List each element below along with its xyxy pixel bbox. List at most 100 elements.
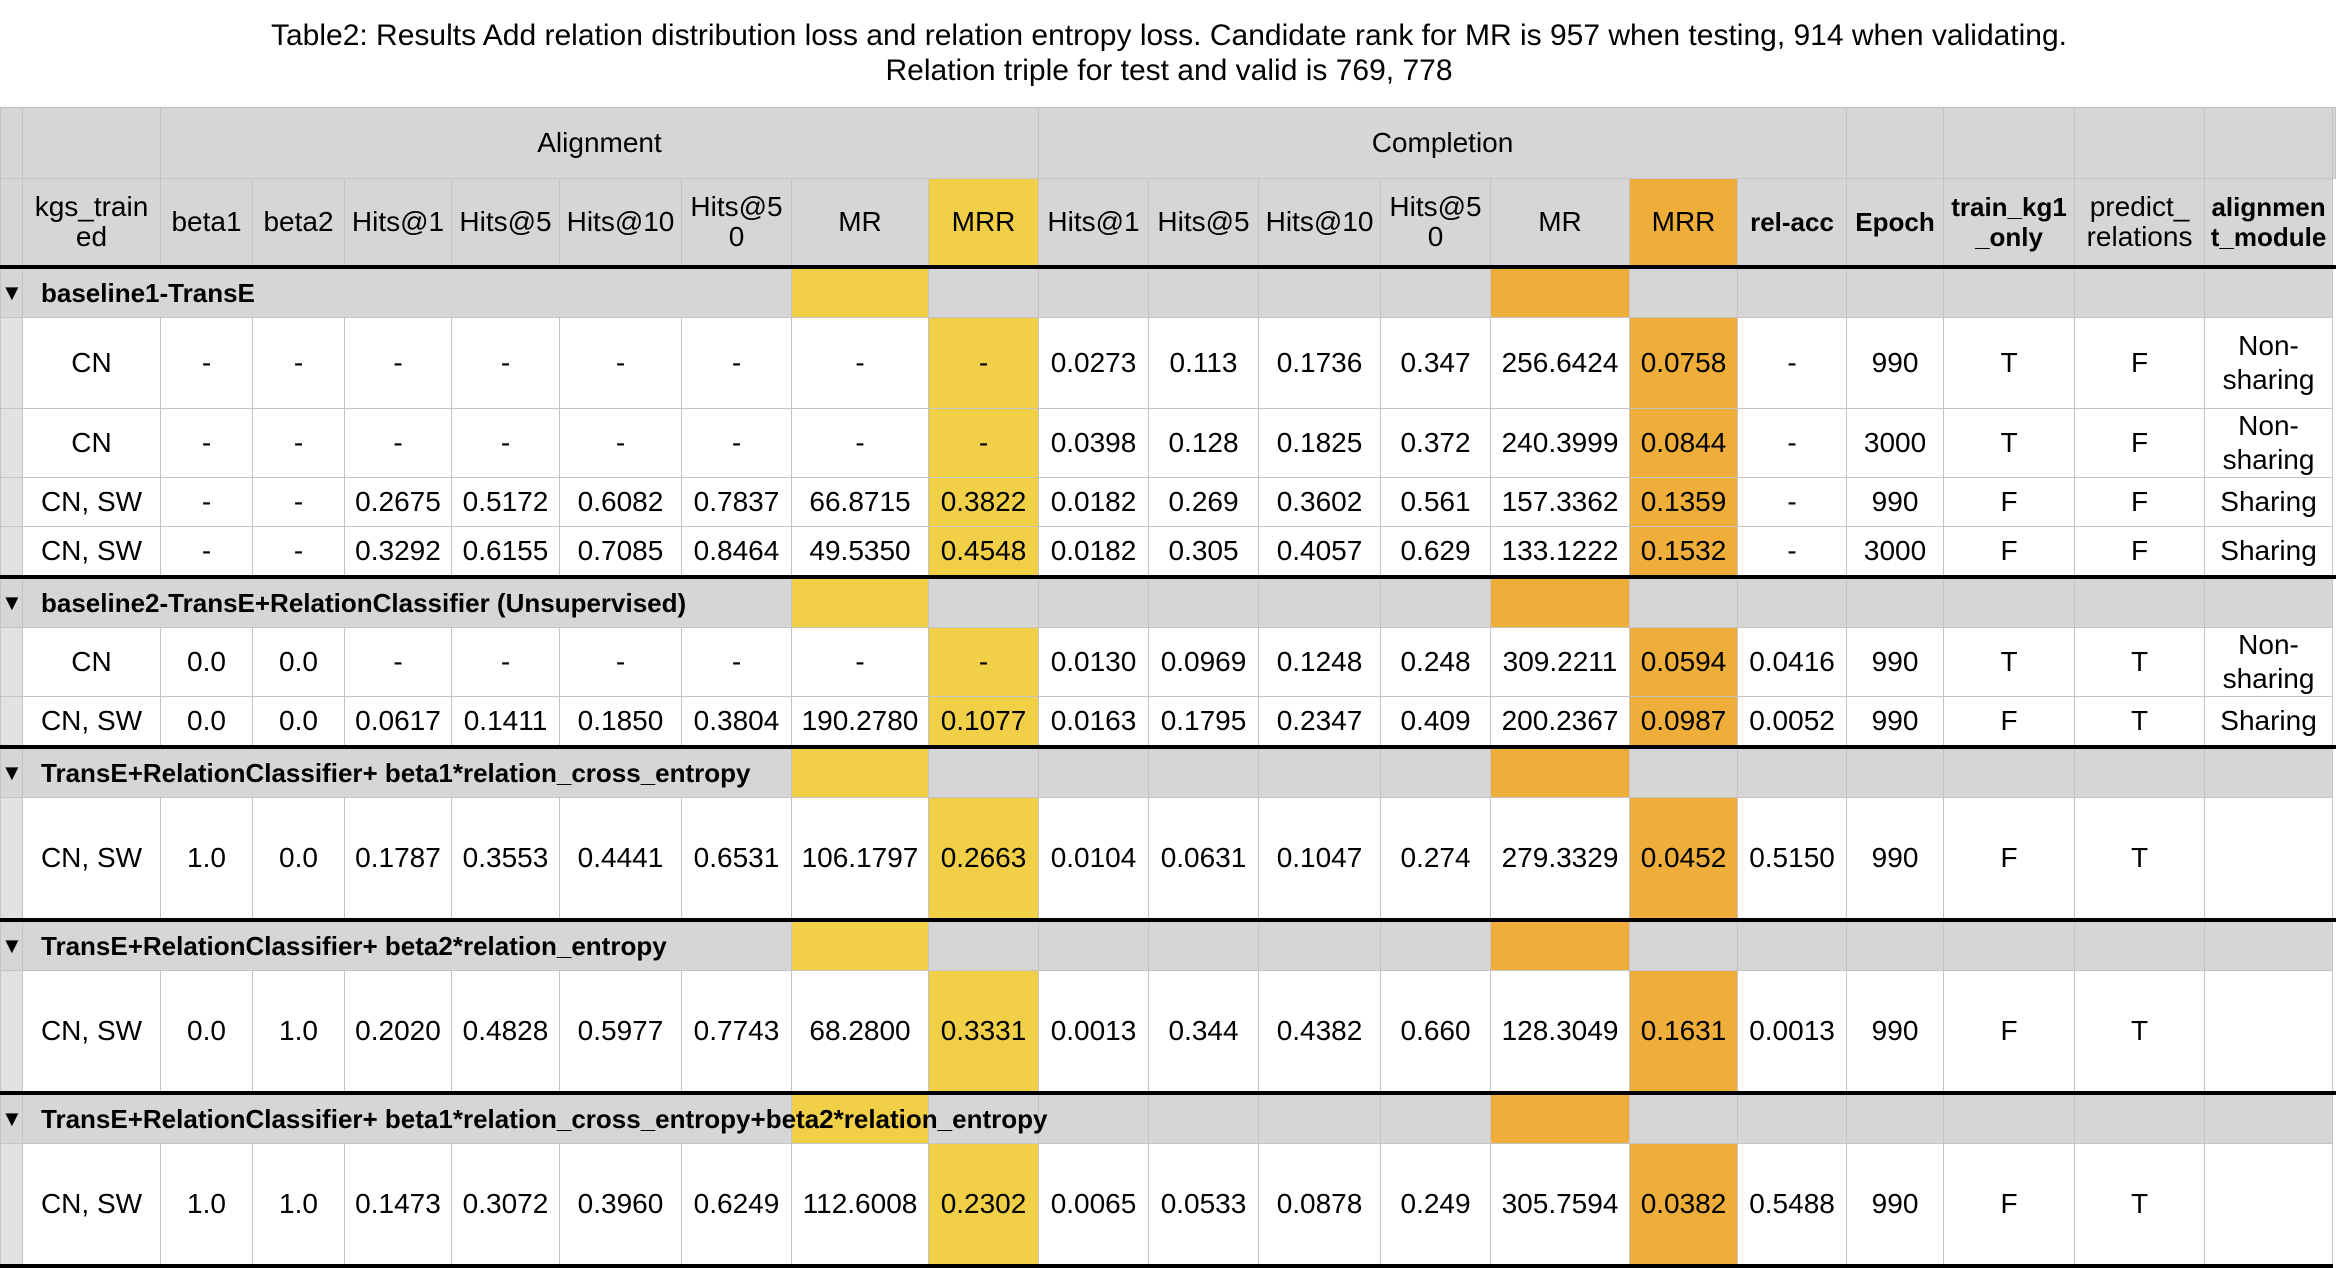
table-cell: 0.113 [1148,317,1260,409]
table-cell: Sharing [2204,696,2334,748]
table-cell: Sharing [2204,526,2334,578]
table-cell: 0.1825 [1258,408,1382,478]
table-cell: Non-sharing [2204,408,2334,478]
table-cell: 0.629 [1380,526,1492,578]
section-header-row[interactable]: ▼ baseline2-TransE+RelationClassifier (Un… [0,576,2336,628]
col-header-align-hits1: Hits@1 [344,178,452,268]
table-cell: 0.1631 [1629,970,1739,1094]
table-cell: 240.3999 [1490,408,1631,478]
table-cell: 133.1222 [1490,526,1631,578]
table-cell: - [927,317,1040,409]
table-cell: 990 [1846,477,1945,527]
table-cell: - [559,627,682,697]
col-header-alignment-module: alignmen t_module [2204,178,2334,268]
col-header-comp-hits50: Hits@5 0 [1380,178,1492,268]
table-cell: - [252,477,345,527]
table-cell: 0.128 [1148,408,1260,478]
table-cell: 0.0617 [344,696,452,748]
table-cell: - [791,408,929,478]
table-row: CN, SW 1.0 0.0 0.1787 0.3553 0.4441 0.6531 106.… [0,797,2336,921]
row-gutter [0,1143,23,1268]
section-label: baseline1-TransE [22,266,792,318]
table-cell: - [451,317,560,409]
table-cell: 49.5350 [791,526,929,578]
table-cell: F [1943,526,2076,578]
table-cell: CN [22,408,161,478]
column-header-row: kgs_train ed beta1 beta2 Hits@1 Hits@5 H… [0,178,2336,268]
table-cell: 0.4057 [1258,526,1382,578]
collapse-triangle-icon[interactable]: ▼ [0,266,23,318]
table-cell: F [1943,477,2076,527]
table-cell: - [160,477,253,527]
table-cell: 0.3292 [344,526,452,578]
table-cell: T [2074,627,2206,697]
table-cell: 0.0844 [1629,408,1739,478]
col-header-beta1: beta1 [160,178,253,268]
table-cell: T [2074,696,2206,748]
table-row: CN, SW 0.0 0.0 0.0617 0.1411 0.1850 0.3804 190.… [0,696,2336,748]
table-cell: CN [22,317,161,409]
table-cell: CN, SW [22,477,161,527]
table-cell: F [1943,970,2076,1094]
section-header-row[interactable]: ▼ TransE+RelationClassifier+ beta2*relati… [0,919,2336,971]
table-cell: 0.0878 [1258,1143,1382,1268]
table-cell: 0.4382 [1258,970,1382,1094]
table-cell: 1.0 [160,1143,253,1268]
table-cell: Non-sharing [2204,627,2334,697]
table-cell: 0.0013 [1737,970,1848,1094]
table-cell: 157.3362 [1490,477,1631,527]
table-row: CN, SW 1.0 1.0 0.1473 0.3072 0.3960 0.6249 112.… [0,1143,2336,1268]
section-label: TransE+RelationClassifier+ beta1*relatio… [22,746,792,798]
table-row: CN 0.0 0.0- - - - - -0.0130 0.0969 0.1248 0.248 309… [0,627,2336,697]
table-cell: 0.2020 [344,970,452,1094]
table-cell: - [252,526,345,578]
table-cell: 1.0 [160,797,253,921]
table-cell: 0.1850 [559,696,682,748]
table-cell: 0.6082 [559,477,682,527]
table-cell: 990 [1846,627,1945,697]
table-cell: CN, SW [22,1143,161,1268]
table-cell: - [160,317,253,409]
table-cell: 0.4828 [451,970,560,1094]
table-cell: 0.248 [1380,627,1492,697]
table-cell: 0.2663 [927,797,1040,921]
results-table: Alignment Completion kgs_train ed beta1 … [0,107,2336,1268]
row-gutter [0,696,23,748]
table-cell: 0.269 [1148,477,1260,527]
table-cell: 990 [1846,696,1945,748]
table-cell: 0.5150 [1737,797,1848,921]
table-cell: 309.2211 [1490,627,1631,697]
table-cell: 0.0273 [1038,317,1150,409]
table-cell: 0.347 [1380,317,1492,409]
section-header-row[interactable]: ▼ baseline1-TransE [0,266,2336,318]
col-header-comp-hits10: Hits@10 [1258,178,1382,268]
table-cell: 0.0533 [1148,1143,1260,1268]
row-gutter [0,526,23,578]
section-header-row[interactable]: ▼ TransE+RelationClassifier+ beta1*relati… [0,746,2336,798]
table-cell: - [559,408,682,478]
table-cell: 0.1359 [1629,477,1739,527]
table-cell: 0.0 [252,797,345,921]
table-cell: 0.372 [1380,408,1492,478]
table-cell: - [1737,477,1848,527]
table-cell: F [2074,477,2206,527]
col-header-comp-hits1: Hits@1 [1038,178,1150,268]
table-cell: 0.1532 [1629,526,1739,578]
section-header-row[interactable]: ▼ TransE+RelationClassifier+ beta1*relati… [0,1092,2336,1144]
collapse-triangle-icon[interactable]: ▼ [0,1092,23,1144]
table-cell: 990 [1846,317,1945,409]
table-cell: 0.344 [1148,970,1260,1094]
table-cell: CN, SW [22,797,161,921]
table-cell: CN, SW [22,526,161,578]
collapse-triangle-icon[interactable]: ▼ [0,746,23,798]
table-cell: 0.0 [160,627,253,697]
table-cell: - [451,408,560,478]
table-cell: - [681,627,792,697]
table-cell: - [451,627,560,697]
table-cell: 0.7743 [681,970,792,1094]
table-cell: 0.409 [1380,696,1492,748]
table-cell: 0.1411 [451,696,560,748]
collapse-triangle-icon[interactable]: ▼ [0,576,23,628]
collapse-triangle-icon[interactable]: ▼ [0,919,23,971]
table-body: ▼ baseline1-TransE CN - - - - - - - -0.0273 0.113 0.… [0,266,2336,1268]
